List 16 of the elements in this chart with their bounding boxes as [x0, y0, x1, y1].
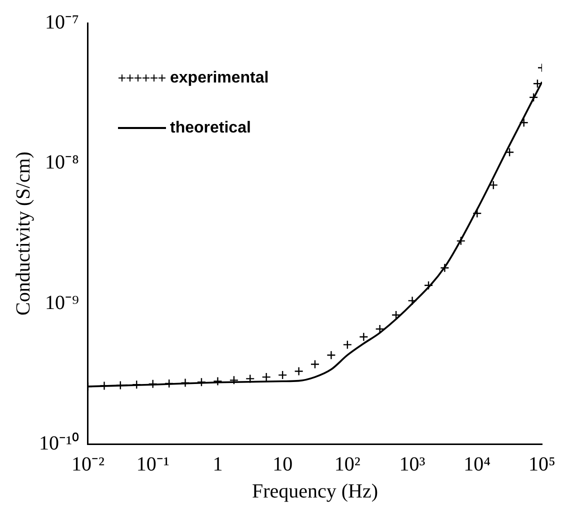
x-tick-label: 10⁻¹: [136, 453, 170, 476]
x-tick-label: 10²: [334, 453, 360, 476]
y-tick-label: 10⁻⁹: [45, 292, 80, 314]
x-tick-label: 10⁻²: [71, 453, 104, 476]
x-tick-label: 10³: [399, 453, 426, 476]
x-tick-label: 10⁵: [528, 453, 556, 476]
y-tick-label: 10⁻⁸: [45, 152, 80, 174]
y-axis-title: Conductivity (S/cm): [12, 152, 34, 316]
legend-label: experimental: [170, 69, 269, 86]
x-axis-title: Frequency (Hz): [252, 480, 378, 502]
y-tick-label: 10⁻⁷: [45, 11, 80, 34]
x-tick-label: 1: [212, 453, 223, 476]
y-tick-label: 10⁻¹⁰: [38, 431, 79, 454]
x-tick-label: 10⁴: [464, 453, 491, 476]
legend-label: theoretical: [170, 119, 251, 136]
x-tick-label: 10: [272, 453, 293, 476]
